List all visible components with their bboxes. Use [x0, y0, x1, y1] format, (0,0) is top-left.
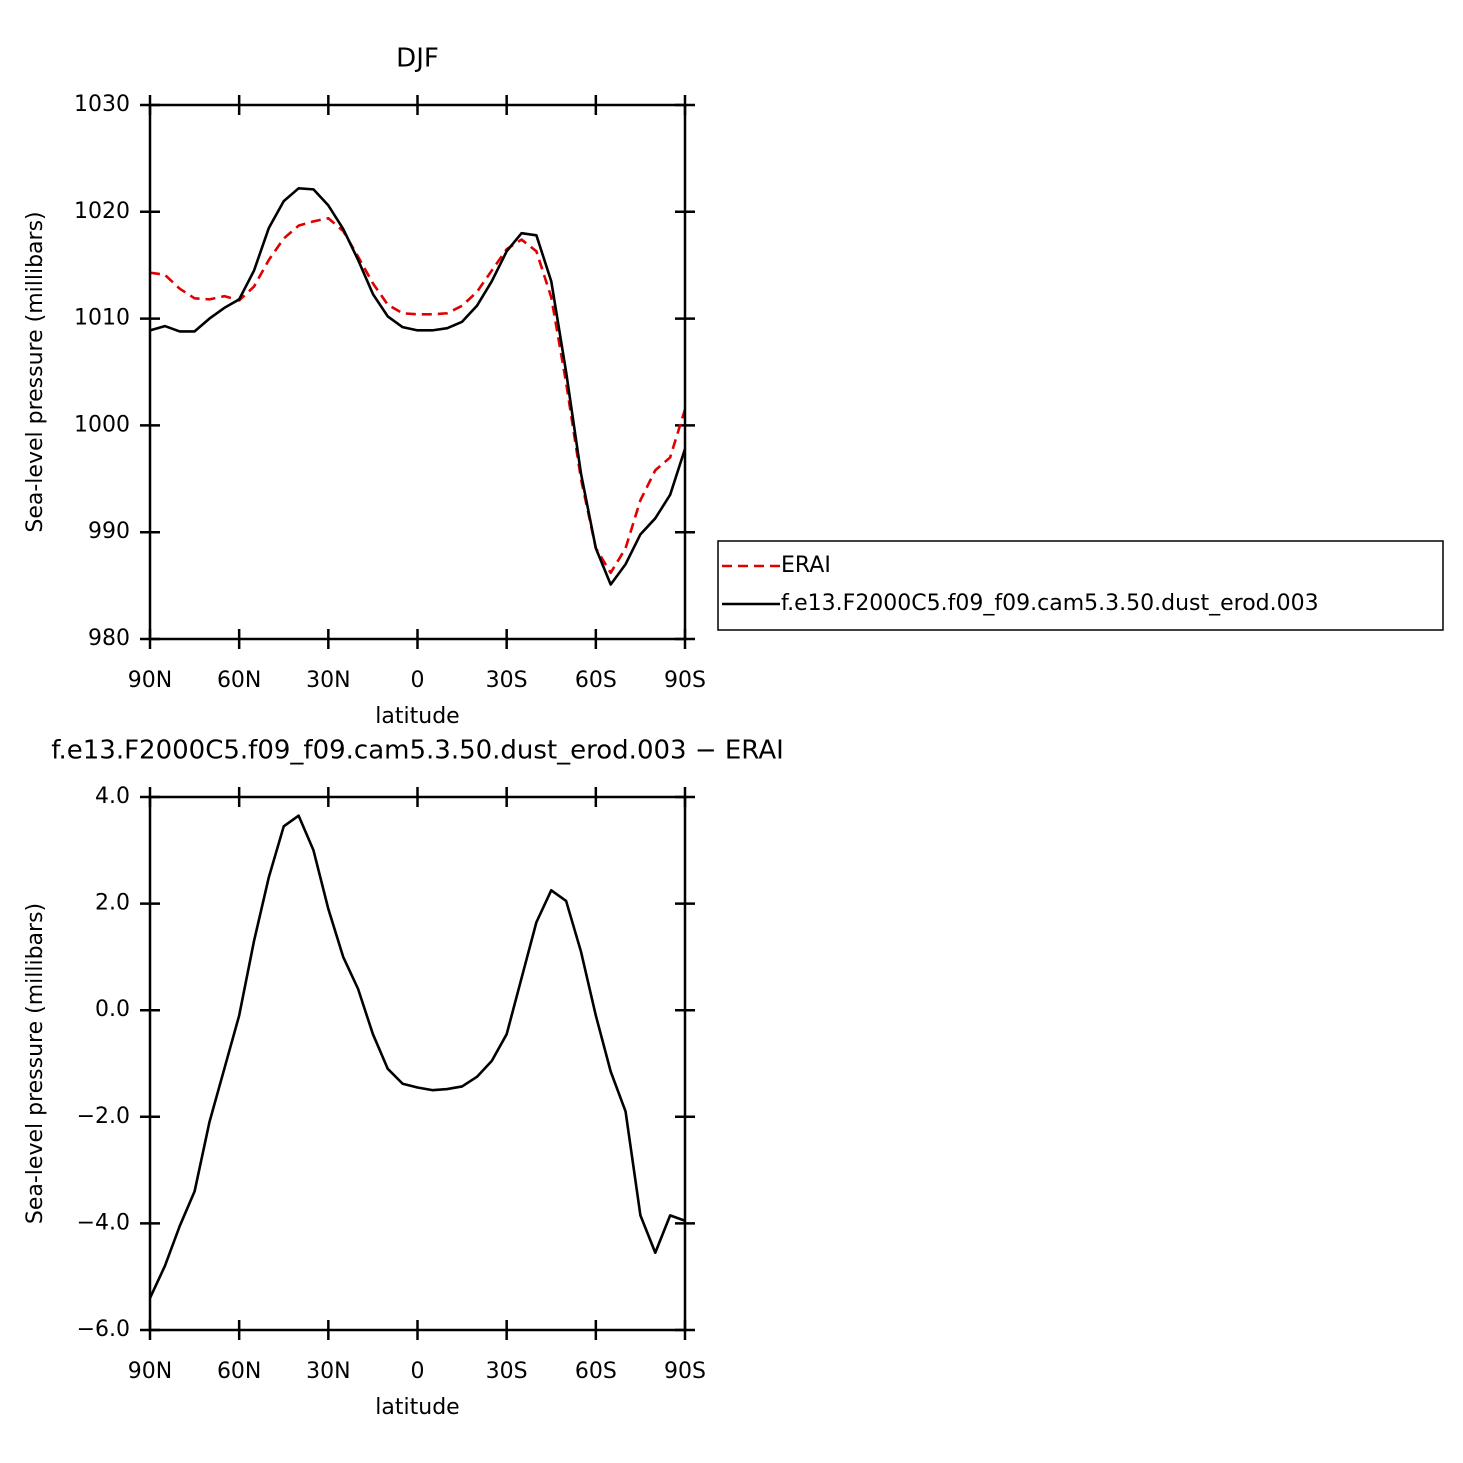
- series-line: [148, 814, 686, 1299]
- x-tick-label: 30N: [306, 668, 350, 693]
- legend-label: f.e13.F2000C5.f09_f09.cam5.3.50.dust_ero…: [781, 591, 1319, 616]
- series-line: [149, 187, 687, 586]
- legend-box: [717, 540, 1444, 631]
- chart-title: DJF: [396, 44, 439, 74]
- plot-frame: [148, 795, 687, 1332]
- y-tick-label: −6.0: [77, 1317, 130, 1342]
- chart-title: f.e13.F2000C5.f09_f09.cam5.3.50.dust_ero…: [51, 736, 784, 766]
- y-tick-label: −4.0: [77, 1210, 130, 1235]
- x-tick-label: 30S: [486, 668, 528, 693]
- x-tick-label: 60S: [575, 1359, 617, 1384]
- x-tick-label: 60S: [575, 668, 617, 693]
- y-axis-label: Sea-level pressure (millibars): [23, 211, 48, 532]
- x-tick-label: 0: [411, 1359, 425, 1384]
- y-tick-label: 1000: [74, 412, 130, 437]
- x-tick-label: 30S: [486, 1359, 528, 1384]
- x-tick-label: 60N: [217, 1359, 261, 1384]
- x-tick-label: 90S: [664, 1359, 706, 1384]
- x-axis-label: latitude: [375, 704, 459, 729]
- y-tick-label: 1030: [74, 92, 130, 117]
- y-tick-label: 2.0: [95, 891, 130, 916]
- series-line: [149, 216, 687, 575]
- x-tick-label: 60N: [217, 668, 261, 693]
- legend-label: ERAI: [781, 553, 831, 578]
- x-tick-label: 30N: [306, 1359, 350, 1384]
- y-tick-label: 990: [88, 519, 130, 544]
- y-tick-label: 1010: [74, 306, 130, 331]
- plot-frame: [148, 103, 687, 641]
- x-tick-label: 90N: [128, 1359, 172, 1384]
- x-axis-label: latitude: [375, 1395, 459, 1420]
- y-tick-label: 1020: [74, 199, 130, 224]
- y-axis-label: Sea-level pressure (millibars): [23, 903, 48, 1224]
- x-tick-label: 90S: [664, 668, 706, 693]
- x-tick-label: 0: [411, 668, 425, 693]
- y-tick-label: 4.0: [95, 784, 130, 809]
- x-tick-label: 90N: [128, 668, 172, 693]
- y-tick-label: 980: [88, 626, 130, 651]
- y-tick-label: −2.0: [77, 1104, 130, 1129]
- y-tick-label: 0.0: [95, 997, 130, 1022]
